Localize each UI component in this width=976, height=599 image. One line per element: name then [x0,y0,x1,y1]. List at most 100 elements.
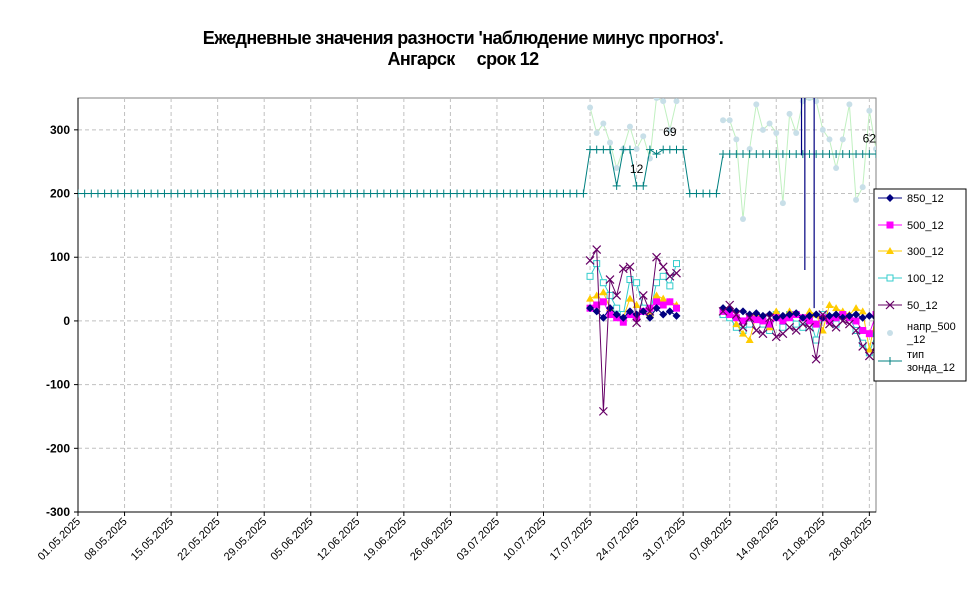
x-stroke [592,245,602,255]
legend-item: 500_12 [878,220,944,232]
x-stroke [672,268,681,278]
data-point [753,101,760,108]
data-point [659,272,667,280]
x-stroke [818,310,828,319]
data-point [640,133,647,140]
legend-label-part: 50_12 [907,300,938,312]
data-point [645,313,654,322]
annotation-label: 12 [630,162,644,176]
data-point [771,332,781,342]
legend-label: 300_12 [907,246,944,258]
data-point [745,313,755,323]
data-point [658,262,668,272]
gridlines [78,98,876,512]
x-stroke [811,354,821,364]
data-point [599,313,608,322]
x-stroke [618,264,628,274]
data-point [825,319,834,329]
data-point [832,304,841,312]
data-point [825,311,834,320]
x-stroke [665,271,675,281]
data-point [866,107,873,114]
data-point [851,326,861,335]
x-stroke [745,313,755,323]
data-point [638,291,648,300]
data-point [772,313,781,322]
data-point [739,317,747,325]
x-stroke [805,322,814,332]
data-point [653,279,661,287]
data-point [852,304,861,312]
data-point [798,319,808,329]
data-point [846,101,853,108]
x-stroke [825,319,834,329]
legend-marker [886,247,894,254]
data-point [812,310,821,319]
data-point [766,120,773,127]
data-point [606,311,614,319]
x-ticks: 01.05.2025 08.05.2025 15.05.2025 22.05.2025… [36,512,874,563]
data-point [865,330,873,338]
data-point [586,304,595,313]
data-point [599,279,607,287]
legend-marker [886,274,894,282]
data-point [873,145,876,152]
data-point [673,98,680,105]
legend: 850_12 500_12 300_12 100_12 50_12 напр_500 _12… [873,188,967,382]
legend-label: 50_12 [907,300,938,312]
data-point [739,329,747,337]
series-тип-зонда-12 [78,145,876,198]
data-point [666,126,673,133]
data-point [652,291,661,299]
legend-label-part: зонда_12 [907,362,955,374]
x-stroke [838,316,848,326]
data-point [818,326,827,334]
data-point [618,264,628,274]
y-tick-label: 100 [50,250,70,264]
data-layer [78,98,876,416]
data-point [745,336,754,344]
x-tick-label: 22.05.2025 [175,516,222,563]
data-point [613,304,621,312]
x-tick-label: 21.08.2025 [781,516,828,563]
legend-marker [886,194,894,202]
data-point [865,345,874,353]
data-point [825,317,833,325]
data-point [864,351,874,361]
annotation-label: 69 [663,125,677,139]
data-point [672,268,681,278]
data-point [751,326,761,335]
x-stroke [585,255,595,265]
x-stroke [885,300,895,310]
plot-area [77,97,877,513]
data-point [819,126,826,133]
x-stroke [632,318,642,328]
data-point [592,245,602,255]
data-point [793,130,800,137]
x-stroke [844,319,854,329]
x-stroke [725,300,735,310]
data-point [613,165,620,172]
data-point [653,298,661,306]
legend-label-part: 500_12 [907,220,944,232]
x-stroke [871,341,876,348]
data-point [839,136,846,143]
x-stroke [625,262,635,272]
data-point [599,298,607,306]
data-point [666,282,674,290]
data-point [725,300,735,310]
x-tick-label: 15.05.2025 [129,516,176,563]
annotations: 12 69 62 [630,125,876,176]
data-point [865,311,874,320]
data-point [652,150,661,159]
x-stroke [652,252,661,262]
data-point [871,341,876,351]
data-point [612,181,621,190]
x-stroke [658,262,668,272]
data-point [739,307,747,316]
data-point [593,301,601,309]
legend-item: 50_12 [878,300,938,312]
data-point [659,294,668,302]
data-point [858,341,868,351]
x-tick-label: 24.07.2025 [594,516,641,563]
